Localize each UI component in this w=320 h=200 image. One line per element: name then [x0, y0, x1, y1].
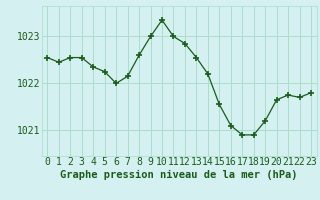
X-axis label: Graphe pression niveau de la mer (hPa): Graphe pression niveau de la mer (hPa): [60, 170, 298, 180]
